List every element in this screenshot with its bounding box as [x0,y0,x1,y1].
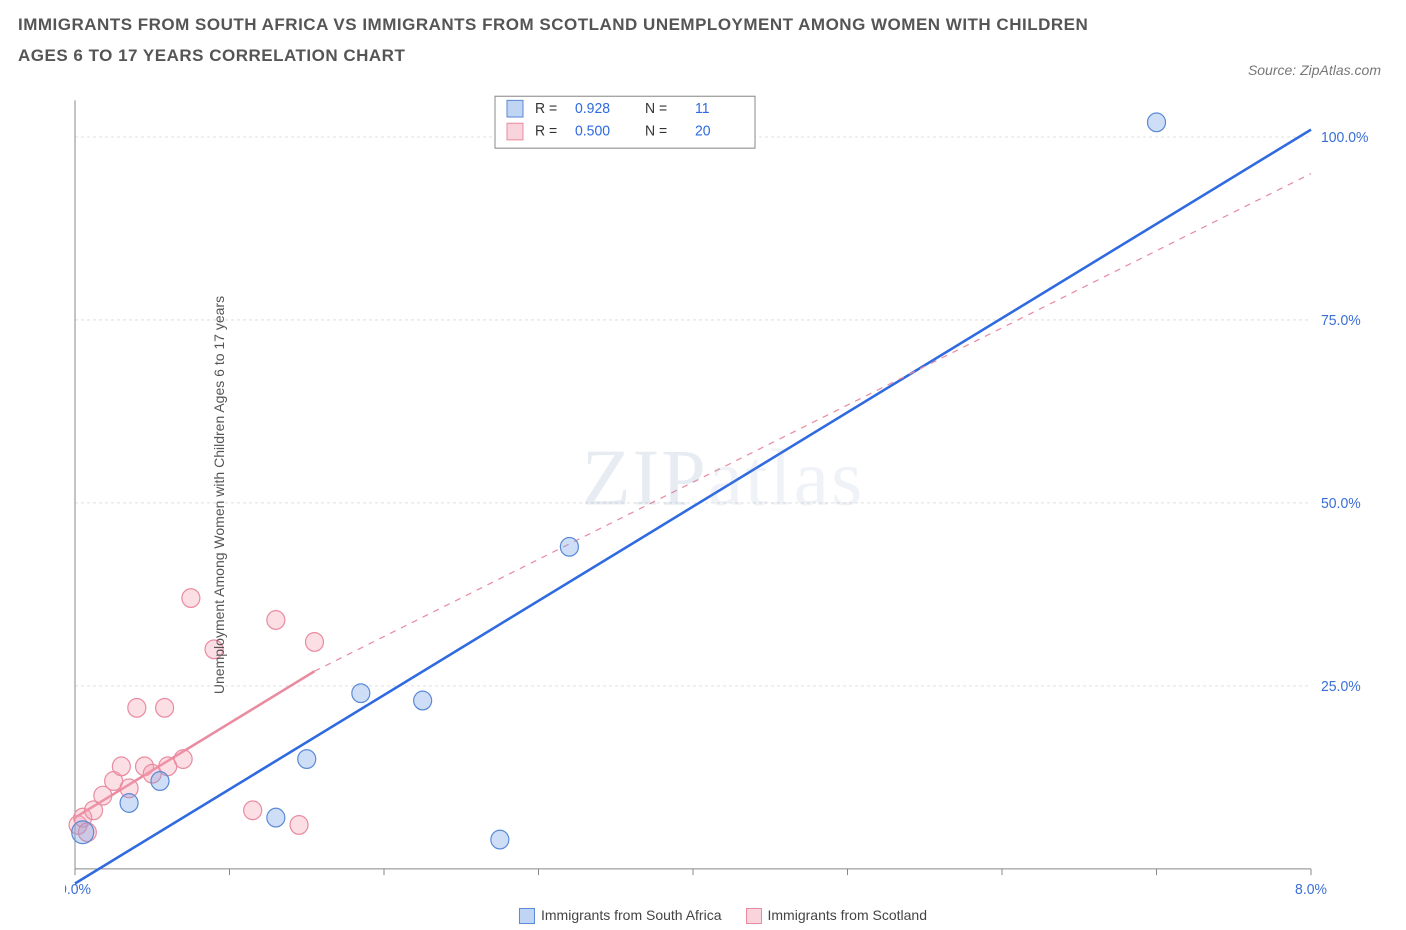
data-point-blue [352,684,370,703]
legend-label-pink: Immigrants from Scotland [768,907,928,923]
legend-stat-text: 20 [695,123,711,139]
x-tick-label: 0.0% [65,882,91,898]
legend-stat-text: N = [645,101,667,117]
legend-item-scotland: Immigrants from Scotland [746,907,928,924]
data-point-pink [244,801,262,820]
data-point-blue [491,830,509,849]
legend-stat-text: 0.928 [575,101,610,117]
data-point-blue [1148,113,1166,132]
data-point-blue [120,794,138,813]
data-point-pink [305,633,323,652]
data-point-blue [151,772,169,791]
source-attribution: Source: ZipAtlas.com [1248,62,1381,78]
legend-label-blue: Immigrants from South Africa [541,907,722,923]
data-point-pink [174,750,192,769]
y-axis-label: Unemployment Among Women with Children A… [211,296,227,694]
trend-line-pink-dash [314,174,1311,672]
stats-legend-box [495,96,755,148]
legend-swatch [507,123,523,140]
y-tick-label: 75.0% [1321,313,1361,329]
y-tick-label: 100.0% [1321,130,1369,146]
legend-item-south-africa: Immigrants from South Africa [519,907,722,924]
data-point-blue [267,808,285,827]
y-tick-label: 25.0% [1321,679,1361,695]
bottom-legend: Immigrants from South Africa Immigrants … [519,907,927,924]
chart-area: Unemployment Among Women with Children A… [65,90,1381,900]
x-tick-label: 8.0% [1295,882,1327,898]
data-point-blue [414,691,432,710]
data-point-blue [560,537,578,556]
chart-title: IMMIGRANTS FROM SOUTH AFRICA VS IMMIGRAN… [18,10,1118,71]
data-point-blue [72,821,94,844]
legend-swatch-pink [746,908,762,924]
y-tick-label: 50.0% [1321,496,1361,512]
data-point-blue [298,750,316,769]
legend-stat-text: R = [535,101,557,117]
legend-swatch [507,100,523,117]
legend-stat-text: 11 [695,101,710,117]
legend-swatch-blue [519,908,535,924]
legend-stat-text: 0.500 [575,123,610,139]
data-point-pink [112,757,130,776]
data-point-pink [128,698,146,717]
scatter-plot-svg: R = 0.928 N = 11 R = 0.500 N = 20 25.0% 50.0% 75.… [65,90,1381,900]
data-point-pink [267,611,285,630]
data-point-pink [290,816,308,835]
legend-stat-text: N = [645,123,667,139]
data-point-pink [182,589,200,608]
trend-line-blue [75,130,1311,884]
data-point-pink [156,698,174,717]
legend-stat-text: R = [535,123,557,139]
